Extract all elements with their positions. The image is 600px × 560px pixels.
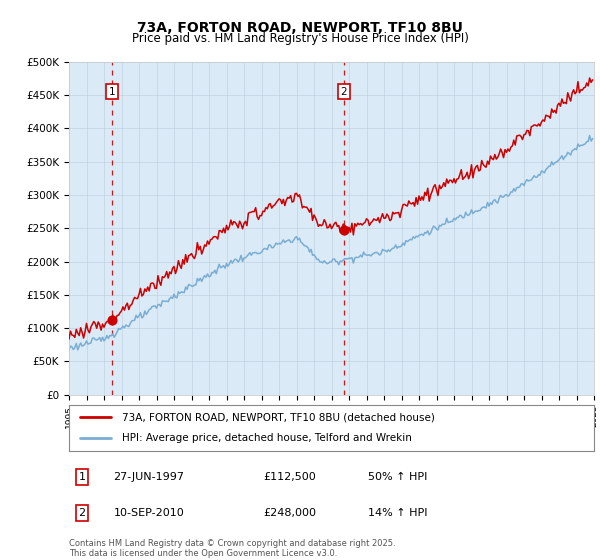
- Text: 14% ↑ HPI: 14% ↑ HPI: [368, 508, 428, 518]
- Text: HPI: Average price, detached house, Telford and Wrekin: HPI: Average price, detached house, Telf…: [121, 433, 412, 444]
- Text: £248,000: £248,000: [263, 508, 316, 518]
- Text: 1: 1: [79, 472, 86, 482]
- Text: 10-SEP-2010: 10-SEP-2010: [113, 508, 184, 518]
- Point: [339, 225, 349, 234]
- Text: 73A, FORTON ROAD, NEWPORT, TF10 8BU: 73A, FORTON ROAD, NEWPORT, TF10 8BU: [137, 21, 463, 35]
- Text: 1: 1: [109, 87, 115, 96]
- Text: Price paid vs. HM Land Registry's House Price Index (HPI): Price paid vs. HM Land Registry's House …: [131, 32, 469, 45]
- Text: £112,500: £112,500: [263, 472, 316, 482]
- Text: 2: 2: [341, 87, 347, 96]
- Point: [107, 315, 117, 324]
- Text: 50% ↑ HPI: 50% ↑ HPI: [368, 472, 428, 482]
- Text: 73A, FORTON ROAD, NEWPORT, TF10 8BU (detached house): 73A, FORTON ROAD, NEWPORT, TF10 8BU (det…: [121, 412, 434, 422]
- Text: Contains HM Land Registry data © Crown copyright and database right 2025.
This d: Contains HM Land Registry data © Crown c…: [69, 539, 395, 558]
- Text: 2: 2: [79, 508, 86, 518]
- Text: 27-JUN-1997: 27-JUN-1997: [113, 472, 185, 482]
